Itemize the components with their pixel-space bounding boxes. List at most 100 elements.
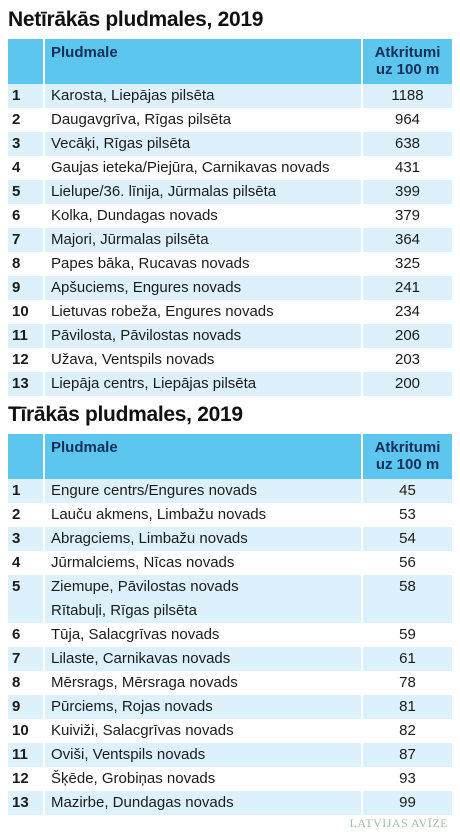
beach-cell: Lielupe/36. līnija, Jūrmalas pilsēta (45, 180, 363, 204)
table-row: 1 Engure centrs/Engures novads 45 (8, 479, 452, 503)
beach-cell: Pūrciems, Rojas novads (45, 695, 363, 719)
beach-cell: Oviši, Ventspils novads (45, 743, 363, 767)
litter-value: 99 (399, 794, 416, 811)
beach-cell: Kolka, Dundagas novads (45, 204, 363, 228)
beach-name: Gaujas ieteka/Piejūra, Carnikavas novads (51, 159, 330, 176)
beach-name: Lilaste, Carnikavas novads (51, 650, 231, 667)
rank: 5 (8, 180, 45, 204)
beach-cell: Tūja, Salacgrīvas novads (45, 623, 363, 647)
beach-cell: Engure centrs/Engures novads (45, 479, 363, 503)
table-row: 13 Liepāja centrs, Liepājas pilsēta 200 (8, 372, 452, 396)
rank: 10 (8, 719, 45, 743)
table-row: 9 Apšuciems, Engures novads 241 (8, 276, 452, 300)
rank: 12 (8, 767, 45, 791)
table: Pludmale Atkritumi uz 100 m 1 Engure centrs/… (8, 434, 452, 815)
rank: 6 (8, 204, 45, 228)
beach-cell: Karosta, Liepājas pilsēta (45, 84, 363, 108)
beach-cell: Vecāķi, Rīgas pilsēta (45, 132, 363, 156)
beach-name: Rītabuļi, Rīgas pilsēta (51, 602, 197, 619)
litter-value: 93 (399, 770, 416, 787)
litter-value: 78 (399, 674, 416, 691)
litter-value: 200 (394, 375, 421, 392)
rank: 4 (8, 551, 45, 575)
header-cell (8, 434, 45, 479)
rank: 11 (8, 324, 45, 348)
beach-cell: Lilaste, Carnikavas novads (45, 647, 363, 671)
beach-name: Abragciems, Limbažu novads (51, 530, 248, 547)
table-row: 10 Lietuvas robeža, Engures novads 234 (8, 300, 452, 324)
litter-value: 59 (399, 626, 416, 643)
litter-value: 325 (394, 255, 421, 272)
header-cell (8, 39, 45, 84)
beach-name: Lielupe/36. līnija, Jūrmalas pilsēta (51, 183, 277, 200)
rank: 12 (8, 348, 45, 372)
beach-cell: Daugavgrīva, Rīgas pilsēta (45, 108, 363, 132)
beach-cell: Mērsrags, Mērsraga novads (45, 671, 363, 695)
rank: 2 (8, 503, 45, 527)
litter-value: 399 (394, 183, 421, 200)
beach-name: Vecāķi, Rīgas pilsēta (51, 135, 191, 152)
litter-value: 81 (399, 698, 416, 715)
beach-name: Lauču akmens, Limbažu novads (51, 506, 267, 523)
rank: 7 (8, 228, 45, 252)
table-row: 13 Mazirbe, Dundagas novads 99 (8, 791, 452, 815)
table-row: 8 Mērsrags, Mērsraga novads 78 (8, 671, 452, 695)
header-cell: Atkritumi uz 100 m (363, 434, 452, 479)
header-row: Pludmale Atkritumi uz 100 m (8, 39, 452, 84)
litter-value: 61 (399, 650, 416, 667)
table-row: 7 Majori, Jūrmalas pilsēta 364 (8, 228, 452, 252)
rank: 2 (8, 108, 45, 132)
beach-name: Pāvilosta, Pāvilostas novads (51, 327, 242, 344)
rank: 9 (8, 276, 45, 300)
header-cell: Atkritumi uz 100 m (363, 39, 452, 84)
table: Pludmale Atkritumi uz 100 m 1 Karosta, Liepā… (8, 39, 452, 396)
beach-cell: Kuiviži, Salacgrīvas novads (45, 719, 363, 743)
beach-cell: Šķēde, Grobiņas novads (45, 767, 363, 791)
table-row: 10 Kuiviži, Salacgrīvas novads 82 (8, 719, 452, 743)
rank: 3 (8, 132, 45, 156)
rank: 1 (8, 479, 45, 503)
beach-name: Mazirbe, Dundagas novads (51, 794, 234, 811)
beach-cell: Lauču akmens, Limbažu novads (45, 503, 363, 527)
table-row: 3 Abragciems, Limbažu novads 54 (8, 527, 452, 551)
table-row: 6 Tūja, Salacgrīvas novads 59 (8, 623, 452, 647)
litter-value: 206 (394, 327, 421, 344)
table-row: 7 Lilaste, Carnikavas novads 61 (8, 647, 452, 671)
table-row: 9 Pūrciems, Rojas novads 81 (8, 695, 452, 719)
header-row: Pludmale Atkritumi uz 100 m (8, 434, 452, 479)
beach-name: Apšuciems, Engures novads (51, 279, 242, 296)
beach-cell: Jūrmalciems, Nīcas novads (45, 551, 363, 575)
header-text: uz 100 m (375, 61, 440, 78)
beach-name: Oviši, Ventspils novads (51, 746, 206, 763)
litter-value: 364 (394, 231, 421, 248)
table-row: 11 Oviši, Ventspils novads 87 (8, 743, 452, 767)
table-row: 2 Daugavgrīva, Rīgas pilsēta 964 (8, 108, 452, 132)
rank: 3 (8, 527, 45, 551)
beach-cell: Pāvilosta, Pāvilostas novads (45, 324, 363, 348)
table-row: 8 Papes bāka, Rucavas novads 325 (8, 252, 452, 276)
litter-value: 58 (399, 578, 416, 595)
rank: 7 (8, 647, 45, 671)
beach-name: Jūrmalciems, Nīcas novads (51, 554, 235, 571)
header-text: Atkritumi (374, 439, 441, 456)
rank: 13 (8, 791, 45, 815)
beach-name: Ziemupe, Pāvilostas novads (51, 578, 239, 595)
table-title: Tīrākās pludmales, 2019 (8, 403, 243, 426)
beach-cell: Apšuciems, Engures novads (45, 276, 363, 300)
rank: 1 (8, 84, 45, 108)
table-row: 4 Jūrmalciems, Nīcas novads 56 (8, 551, 452, 575)
header-text: Atkritumi (374, 44, 441, 61)
beach-name: Papes bāka, Rucavas novads (51, 255, 250, 272)
rank: 4 (8, 156, 45, 180)
table-row: 11 Pāvilosta, Pāvilostas novads 206 (8, 324, 452, 348)
table-row: 4 Gaujas ieteka/Piejūra, Carnikavas novad… (8, 156, 452, 180)
beach-cell: Gaujas ieteka/Piejūra, Carnikavas novads (45, 156, 363, 180)
beach-name: Mērsrags, Mērsraga novads (51, 674, 238, 691)
table-row: 12 Užava, Ventspils novads 203 (8, 348, 452, 372)
table-row: 12 Šķēde, Grobiņas novads 93 (8, 767, 452, 791)
litter-value: 54 (399, 530, 416, 547)
beach-cell: Liepāja centrs, Liepājas pilsēta (45, 372, 363, 396)
table-title: Netīrākās pludmales, 2019 (8, 8, 264, 31)
rank: 5 (8, 575, 45, 623)
